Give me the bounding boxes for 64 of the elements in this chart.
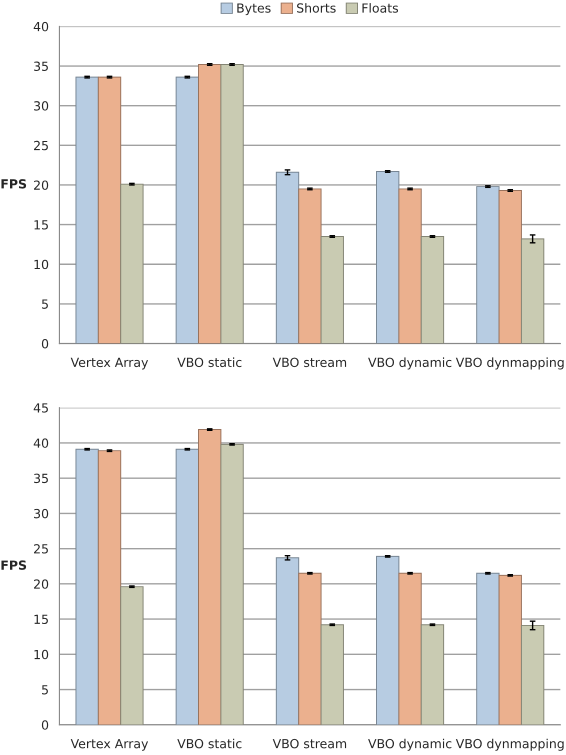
bar xyxy=(176,448,199,725)
bar xyxy=(198,429,222,725)
bar xyxy=(520,624,544,725)
y-tick-label: 35 xyxy=(34,62,48,71)
y-tick-label: 20 xyxy=(34,579,48,589)
y-tick-label: 5 xyxy=(42,300,48,309)
x-tick-label: VBO static xyxy=(177,738,242,748)
bar xyxy=(498,574,522,725)
bar xyxy=(376,171,400,344)
legend-label: Floats xyxy=(362,3,398,13)
bar xyxy=(75,76,99,344)
y-tick-label: 0 xyxy=(42,338,48,348)
x-tick-label: VBO stream xyxy=(272,358,346,368)
y-tick-label: 15 xyxy=(34,614,48,624)
y-tick-label: 35 xyxy=(34,474,48,484)
x-tick-label: Vertex Array xyxy=(70,739,148,751)
x-tick-label: VBO dynamic xyxy=(368,738,452,751)
y-tick-label: 25 xyxy=(34,140,48,150)
x-tick-label: VBO dynamic xyxy=(368,357,452,370)
y-tick-label: 5 xyxy=(42,685,48,694)
y-tick-label: 30 xyxy=(34,508,48,518)
y-tick-label: 30 xyxy=(34,101,48,111)
y-tick-label: 0 xyxy=(42,720,48,730)
bar xyxy=(298,188,322,344)
y-tick-label: 45 xyxy=(34,403,48,413)
legend-label: Shorts xyxy=(297,3,336,13)
x-tick-label: VBO static xyxy=(177,357,242,368)
bar xyxy=(276,557,300,725)
x-tick-label: VBO dynmapping xyxy=(456,357,564,370)
bar xyxy=(420,624,444,725)
x-tick-label: Vertex Array xyxy=(70,358,148,370)
bar xyxy=(398,572,422,725)
y-tick-label: 40 xyxy=(34,22,48,32)
bar xyxy=(420,236,444,344)
legend-label: Bytes xyxy=(237,3,271,16)
bar xyxy=(320,624,344,725)
bar xyxy=(498,190,522,344)
y-axis-title: FPS xyxy=(1,560,26,570)
bar xyxy=(220,64,244,344)
y-tick-label: 25 xyxy=(34,544,48,554)
x-tick-label: VBO stream xyxy=(272,738,346,748)
y-tick-label: 40 xyxy=(34,438,48,448)
bar xyxy=(520,238,544,344)
bar xyxy=(476,186,500,344)
bar xyxy=(376,556,400,725)
bar xyxy=(476,572,500,725)
bar xyxy=(75,448,99,725)
bar xyxy=(220,444,244,725)
bar xyxy=(176,76,199,344)
y-tick-label: 10 xyxy=(34,260,48,270)
bar xyxy=(298,572,322,725)
bar xyxy=(320,236,344,344)
bar xyxy=(98,76,122,344)
bar xyxy=(120,586,144,725)
y-tick-label: 20 xyxy=(34,180,48,190)
y-tick-label: 10 xyxy=(34,650,48,660)
x-tick-label: VBO dynmapping xyxy=(456,738,564,751)
bar xyxy=(98,450,122,725)
bar xyxy=(120,184,144,344)
y-axis-title: FPS xyxy=(1,179,26,189)
bar xyxy=(398,188,422,344)
bar xyxy=(276,172,300,344)
y-tick-label: 15 xyxy=(34,220,48,230)
bar xyxy=(198,64,222,344)
